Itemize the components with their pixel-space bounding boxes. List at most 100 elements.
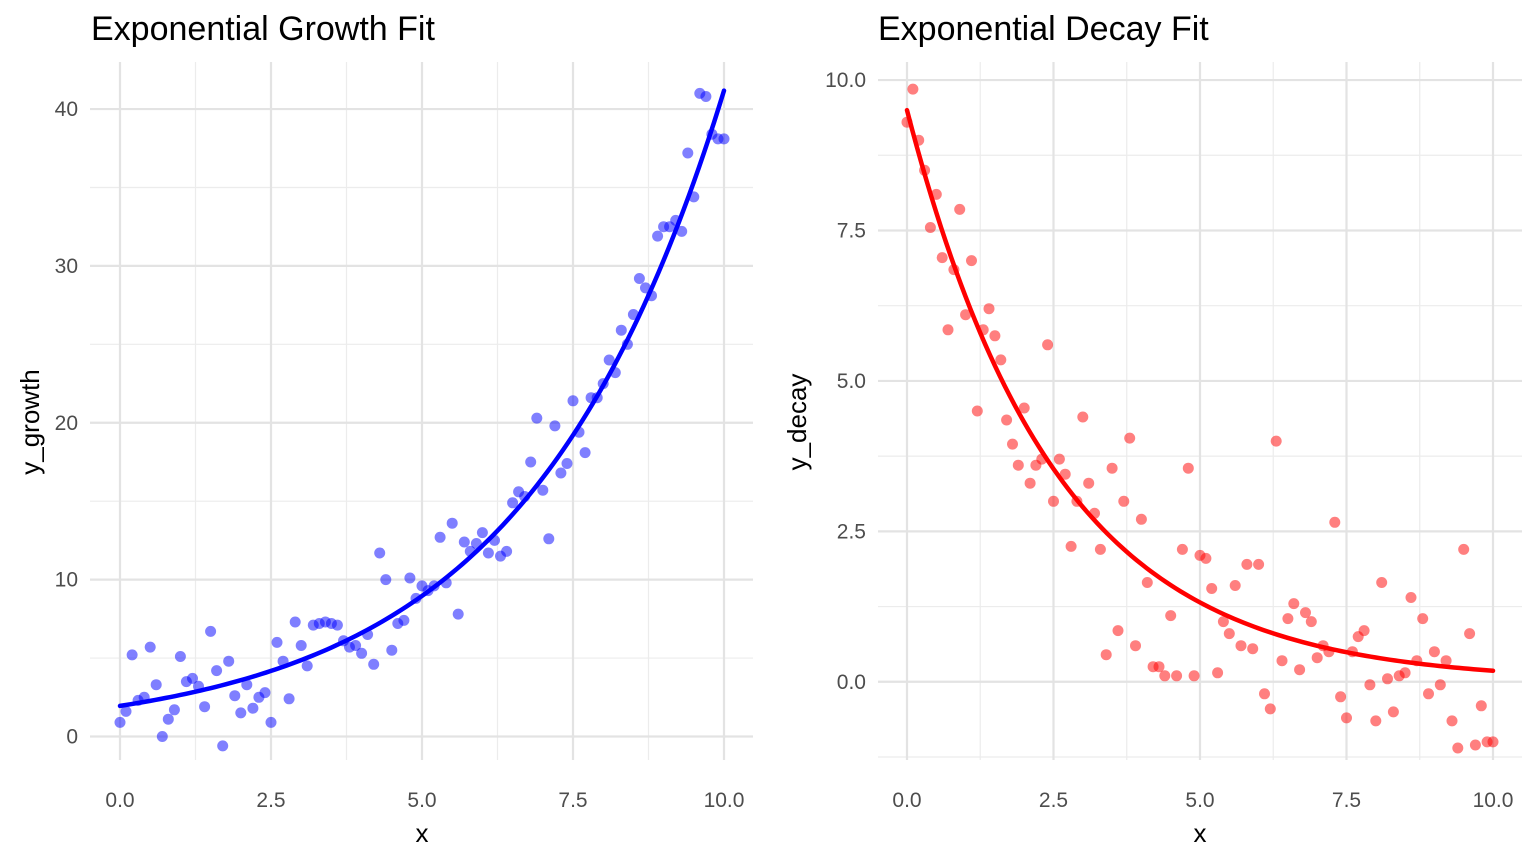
- decay-data-point: [936, 252, 948, 264]
- growth-data-points: [114, 87, 730, 752]
- decay-data-point: [1305, 616, 1317, 628]
- decay-x-tick-labels: 0.0 2.5 5.0 7.5 10.0: [892, 789, 1513, 812]
- decay-data-point: [1270, 435, 1282, 447]
- growth-data-point: [561, 458, 573, 469]
- growth-data-point: [187, 672, 198, 684]
- growth-data-point: [398, 614, 410, 626]
- growth-data-point: [217, 740, 229, 752]
- growth-data-point: [458, 536, 470, 548]
- decay-data-point: [1311, 652, 1323, 664]
- decay-data-point: [1335, 691, 1347, 703]
- decay-fit-curve: [904, 107, 1496, 674]
- decay-data-point: [1440, 655, 1452, 667]
- decay-data-point: [942, 324, 954, 336]
- growth-data-point: [700, 91, 712, 102]
- decay-data-point: [1118, 495, 1130, 507]
- decay-data-point: [971, 405, 983, 417]
- growth-data-point: [368, 658, 380, 670]
- decay-data-point: [1247, 643, 1259, 655]
- growth-x-tick-label: 2.5: [256, 789, 285, 812]
- growth-data-point: [283, 693, 295, 705]
- growth-data-point: [543, 533, 555, 545]
- decay-data-point: [1053, 453, 1065, 465]
- decay-data-point: [1434, 679, 1446, 691]
- decay-data-point: [1212, 667, 1224, 679]
- growth-data-point: [168, 704, 180, 716]
- growth-x-tick-label: 10.0: [704, 789, 745, 812]
- decay-data-point: [1387, 706, 1399, 718]
- decay-data-point: [1153, 661, 1165, 673]
- decay-data-point: [1059, 468, 1071, 480]
- decay-data-point: [907, 83, 919, 95]
- decay-data-point: [1423, 688, 1434, 700]
- growth-y-tick-labels: 0 10 20 30 40: [55, 98, 78, 748]
- decay-data-point: [1264, 703, 1276, 715]
- growth-x-tick-label: 7.5: [558, 789, 587, 812]
- decay-data-point: [1417, 613, 1429, 625]
- decay-x-tick-label: 0.0: [892, 789, 921, 812]
- growth-data-point: [356, 647, 368, 659]
- decay-data-point: [1428, 646, 1440, 658]
- growth-data-point: [374, 547, 386, 559]
- growth-data-point: [229, 690, 241, 702]
- growth-fit-curve: [117, 88, 727, 709]
- growth-data-point: [162, 713, 174, 725]
- decay-data-point: [1464, 628, 1476, 640]
- decay-data-point: [1083, 477, 1095, 489]
- growth-data-point: [301, 660, 313, 672]
- decay-data-point: [1200, 552, 1212, 564]
- growth-data-point: [265, 716, 277, 728]
- growth-data-point: [476, 527, 488, 539]
- growth-data-point: [289, 616, 301, 628]
- decay-data-point: [1112, 625, 1124, 637]
- decay-data-point: [1106, 462, 1118, 474]
- decay-data-point: [1241, 558, 1253, 570]
- growth-chart-title: Exponential Growth Fit: [91, 10, 435, 48]
- growth-y-tick-label: 30: [55, 255, 78, 278]
- decay-data-point: [1024, 477, 1036, 489]
- growth-data-point: [126, 649, 138, 661]
- decay-data-point: [1223, 628, 1235, 640]
- decay-data-point: [1001, 414, 1013, 426]
- growth-data-point: [676, 225, 688, 237]
- decay-data-point: [1370, 715, 1382, 727]
- decay-data-point: [1159, 670, 1171, 682]
- decay-data-point: [1042, 339, 1054, 351]
- growth-y-tick-label: 10: [55, 569, 78, 592]
- decay-data-point: [1288, 598, 1300, 610]
- growth-data-point: [652, 230, 664, 242]
- decay-y-tick-label: 2.5: [837, 520, 866, 543]
- decay-data-point: [1294, 664, 1306, 676]
- decay-data-point: [983, 303, 995, 315]
- decay-x-tick-label: 10.0: [1473, 789, 1514, 812]
- decay-data-point: [1135, 513, 1147, 525]
- decay-data-point: [1130, 640, 1141, 652]
- growth-data-point: [247, 702, 259, 714]
- decay-data-point: [1358, 625, 1370, 637]
- growth-y-tick-label: 20: [55, 412, 78, 435]
- decay-data-point: [954, 203, 966, 215]
- growth-data-point: [350, 640, 362, 651]
- growth-data-point: [271, 636, 283, 648]
- decay-chart-title: Exponential Decay Fit: [878, 10, 1209, 48]
- decay-y-tick-label: 5.0: [837, 370, 866, 393]
- decay-data-point: [1012, 459, 1024, 471]
- growth-x-tick-labels: 0.0 2.5 5.0 7.5 10.0: [105, 789, 744, 812]
- decay-chart-panel: Exponential Decay Fit 0.0 2.5 5.0 7.5 10.0 0…: [782, 10, 1522, 848]
- decay-data-point: [1405, 592, 1417, 603]
- growth-data-point: [549, 420, 561, 432]
- decay-data-point: [1364, 679, 1376, 691]
- growth-data-point: [434, 531, 446, 543]
- growth-data-point: [259, 687, 271, 699]
- growth-data-point: [174, 651, 186, 662]
- growth-data-point: [531, 412, 543, 424]
- growth-data-point: [156, 731, 168, 742]
- decay-y-tick-labels: 0.0 2.5 5.0 7.5 10.0: [825, 69, 866, 694]
- growth-data-point: [241, 679, 253, 691]
- growth-y-tick-label: 0: [66, 725, 78, 748]
- growth-data-point: [525, 456, 537, 468]
- growth-data-point: [555, 467, 567, 479]
- decay-data-point: [1094, 543, 1106, 555]
- growth-data-point: [452, 608, 464, 620]
